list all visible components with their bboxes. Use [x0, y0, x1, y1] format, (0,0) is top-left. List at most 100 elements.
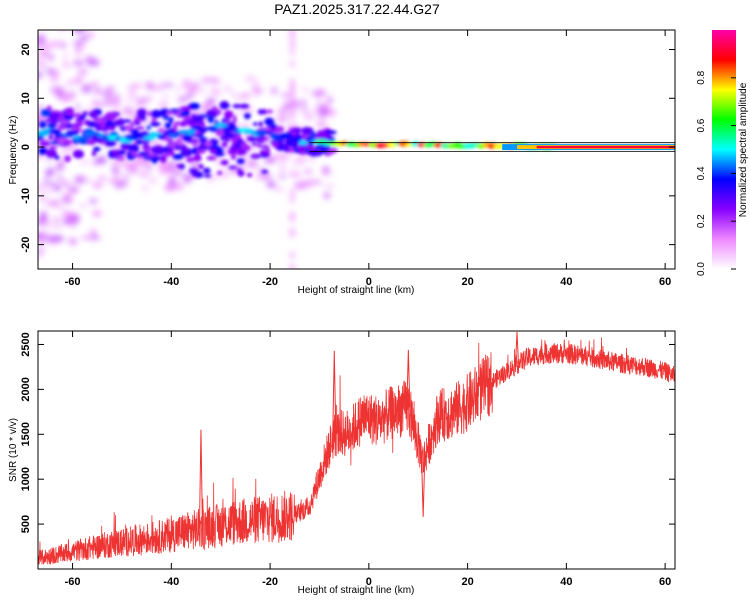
x-tick-label: -20 — [262, 276, 278, 288]
heatmap-speckle — [282, 104, 293, 109]
heatmap-speckle — [90, 228, 95, 234]
heatmap-cell — [63, 139, 72, 146]
heatmap-speckle — [68, 218, 77, 226]
heatmap-cell — [120, 141, 131, 151]
heatmap-speckle — [292, 162, 297, 167]
heatmap-speckle — [107, 98, 119, 103]
heatmap-speckle — [293, 171, 302, 177]
heatmap-speckle — [216, 89, 221, 97]
heatmap-cell — [191, 133, 196, 137]
heatmap-speckle — [281, 93, 290, 98]
heatmap-cell — [188, 102, 200, 110]
heatmap-speckle — [290, 189, 295, 196]
heatmap-cell — [41, 109, 52, 117]
heatmap-cell — [239, 103, 250, 109]
heatmap-cell — [220, 159, 229, 166]
heatmap-speckle — [38, 253, 42, 258]
heatmap-speckle — [136, 98, 147, 104]
heatmap-speckle — [92, 209, 102, 218]
heatmap-cell — [39, 121, 47, 129]
heatmap-speckle — [51, 224, 62, 229]
heatmap-cell — [174, 121, 181, 126]
heatmap-speckle — [79, 35, 89, 41]
heatmap-cell — [279, 145, 285, 150]
heatmap-cell — [159, 108, 170, 118]
heatmap-cell — [210, 145, 220, 150]
heatmap-speckle — [307, 179, 313, 185]
heatmap-speckle — [72, 30, 84, 33]
heatmap-speckle — [290, 78, 295, 85]
heatmap-speckle — [277, 175, 287, 179]
heatmap-cell — [330, 147, 337, 154]
heatmap-speckle — [301, 87, 309, 93]
y-tick-label: 2500 — [20, 332, 32, 356]
heatmap-cell — [199, 138, 207, 144]
heatmap-speckle — [38, 34, 46, 39]
heatmap-speckle — [61, 41, 66, 49]
heatmap-speckle — [40, 194, 45, 202]
heatmap-cell — [272, 141, 279, 148]
heatmap-cell — [104, 139, 117, 147]
heatmap-cell — [283, 144, 290, 153]
heatmap-cell — [163, 131, 172, 136]
heatmap-cell — [301, 127, 314, 135]
heatmap-speckle — [63, 64, 71, 68]
heatmap-speckle — [57, 175, 63, 181]
heatmap-speckle — [322, 166, 329, 174]
heatmap-speckle — [141, 161, 147, 170]
snr-plot-area — [38, 331, 675, 565]
x-tick-label: -40 — [163, 276, 179, 288]
y-tick-label: 0 — [20, 144, 32, 150]
heatmap-speckle — [154, 84, 164, 92]
heatmap-speckle — [290, 264, 295, 269]
heatmap-cell — [310, 131, 317, 137]
heatmap-cell — [298, 145, 305, 153]
heatmap-speckle — [119, 180, 129, 187]
heatmap-speckle — [315, 99, 322, 103]
heatmap-speckle — [206, 177, 215, 182]
heatmap-cell — [195, 171, 204, 178]
heatmap-cell — [49, 141, 60, 145]
x-tick-label: -60 — [65, 576, 81, 588]
x-tick-label: -40 — [163, 576, 179, 588]
heatmap-cell — [228, 166, 238, 169]
heatmap-cell — [133, 117, 142, 123]
y-tick-label: 2000 — [20, 377, 32, 401]
heatmap-speckle — [290, 214, 295, 221]
heatmap-speckle — [59, 157, 65, 163]
heatmap-cell — [264, 130, 273, 135]
heatmap-cell — [128, 144, 140, 153]
heatmap-cell — [224, 119, 231, 124]
heatmap-cell — [203, 174, 212, 178]
heatmap-cell — [172, 154, 184, 160]
heatmap-speckle — [62, 211, 74, 218]
heatmap-speckle — [38, 39, 45, 45]
colorbar-tick-label: 0.8 — [696, 70, 707, 84]
heatmap-speckle — [62, 192, 72, 201]
heatmap-speckle — [89, 199, 98, 204]
heatmap-speckle — [271, 87, 278, 95]
heatmap-cell — [108, 125, 114, 131]
heatmap-speckle — [169, 161, 177, 169]
heatmap-cell — [64, 155, 72, 163]
heatmap-speckle — [310, 156, 316, 163]
heatmap-speckle — [294, 105, 299, 110]
heatmap-cell — [252, 142, 257, 146]
heatmap-cell — [135, 139, 143, 145]
heatmap-cell — [201, 143, 206, 149]
heatmap-cell — [214, 152, 225, 157]
heatmap-cell — [60, 120, 71, 125]
heatmap-speckle — [44, 235, 57, 242]
heatmap-cell — [146, 125, 151, 130]
heatmap-cell — [244, 113, 251, 120]
heatmap-cell — [224, 110, 234, 119]
heatmap-speckle — [290, 99, 295, 106]
heatmap-speckle — [95, 103, 104, 108]
heatmap-cell — [130, 121, 135, 128]
heatmap-speckle — [78, 68, 88, 75]
heatmap-speckle — [62, 61, 68, 65]
heatmap-speckle — [87, 31, 95, 38]
heatmap-cell — [149, 121, 161, 127]
heatmap-cell — [221, 141, 228, 148]
heatmap-speckle — [297, 155, 308, 162]
